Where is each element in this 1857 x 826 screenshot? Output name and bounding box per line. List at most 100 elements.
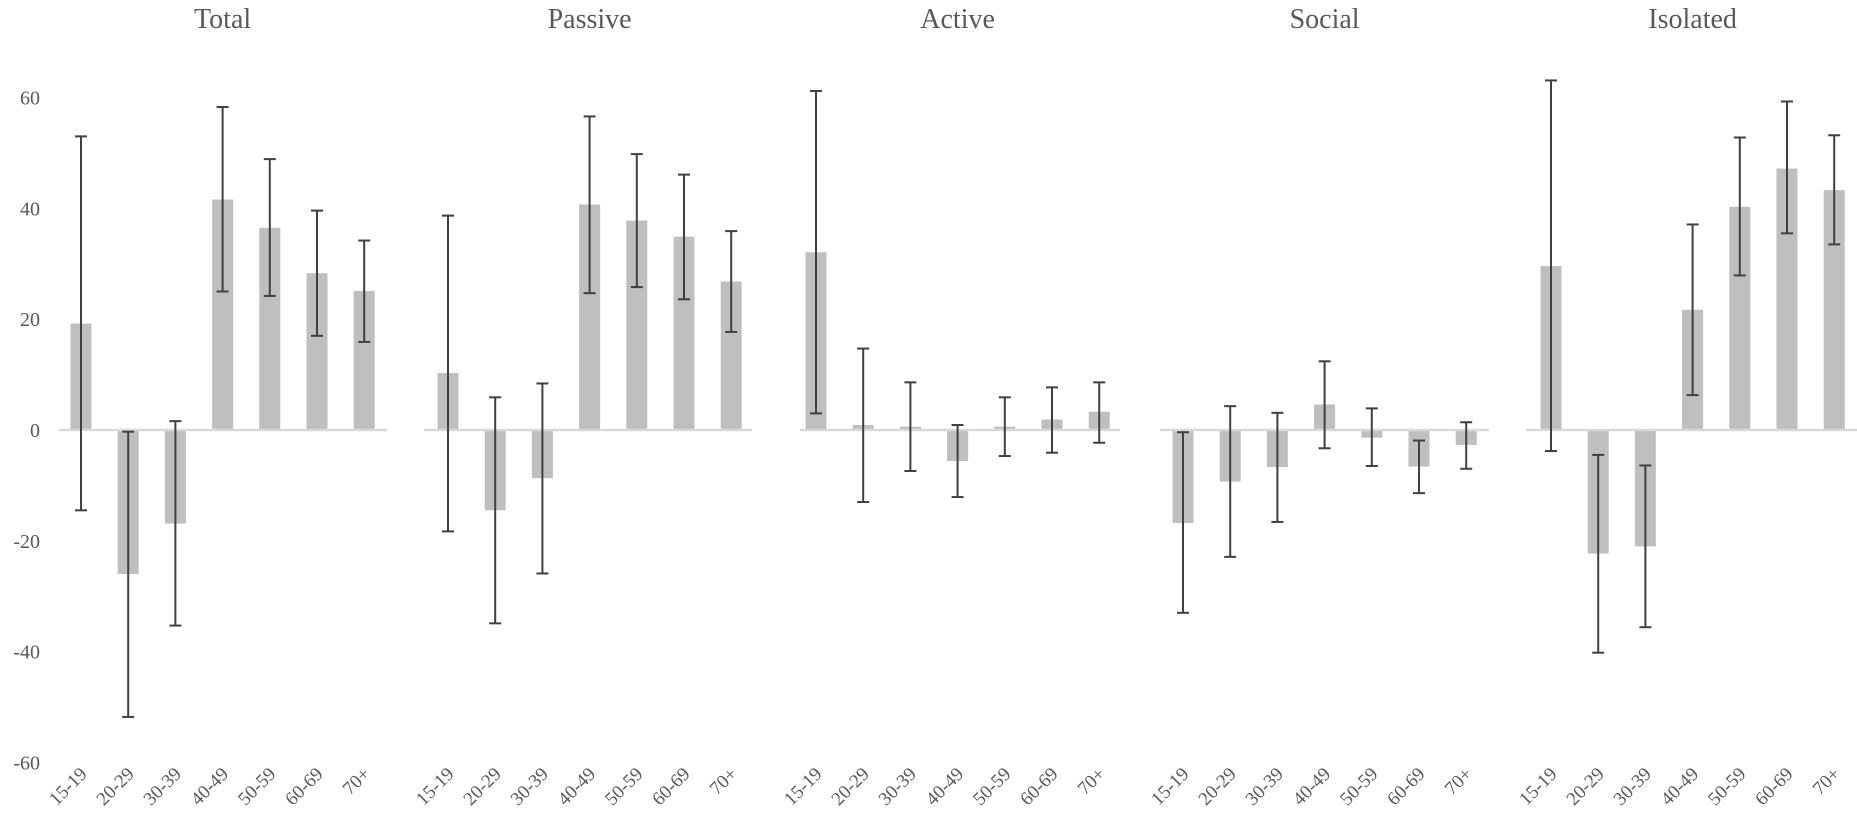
x-tick-label: 60-69 [1016,764,1062,810]
error-bar [1224,405,1237,558]
error-bar [630,153,643,289]
error-bar [75,135,87,512]
x-tick-label: 50-59 [234,764,280,810]
error-bar [583,115,596,295]
error-bar [216,106,229,293]
error-bar [1733,136,1746,277]
bar [212,199,234,430]
bar [673,236,695,430]
x-tick-label: 40-49 [922,764,968,810]
error-bar [1177,431,1189,614]
x-tick-label: 50-59 [1336,764,1382,810]
y-tick-label: 60 [20,88,40,110]
panel-total: Total 15-19 20-29 30-39 40-49 50-59 60-69 70+ [45,4,387,810]
panel-title: Active [920,4,995,35]
error-bar [358,239,371,343]
panel-isolated: Isolated 15-19 20-29 30-39 40-49 50-59 60-69 70… [1515,4,1857,810]
error-bar [1639,464,1652,629]
x-tick-label: 30-39 [875,764,921,810]
bar [579,204,601,430]
error-bar [169,420,182,627]
x-tick-label: 15-19 [412,764,458,810]
x-tick-label: 20-29 [1563,764,1609,810]
x-tick-label: 60-69 [1383,764,1429,810]
x-tick-label: 60-69 [648,764,694,810]
bar [626,220,648,430]
x-tick-label: 60-69 [1751,764,1797,810]
y-axis-tick-labels: 60 40 20 0 -20 -40 -60 [13,88,40,775]
x-tick-label: 60-69 [281,764,327,810]
x-tick-label: 40-49 [554,764,600,810]
panel-title: Social [1290,4,1360,35]
x-tick-label: 70+ [1441,764,1477,800]
panel-title: Isolated [1648,4,1737,35]
x-tick-label: 50-59 [601,764,647,810]
error-bar [1460,421,1473,470]
x-tick-label: 30-39 [1610,764,1656,810]
error-bar [678,173,690,301]
x-tick-label: 15-19 [1147,764,1193,810]
x-tick-label: 70+ [706,764,742,800]
error-bar [951,424,964,499]
error-bar [1592,453,1605,654]
bar [353,290,375,430]
y-tick-label: -60 [13,752,40,774]
error-bar [442,214,454,533]
x-tick-label: 50-59 [969,764,1015,810]
error-bar [810,89,822,415]
y-tick-label: 0 [30,420,40,442]
panel-passive: Passive 15-19 20-29 30-39 40-49 50-59 60-69 70+ [412,4,752,810]
error-bar [1365,407,1378,468]
error-bar [1318,360,1331,450]
x-tick-label: 40-49 [187,764,233,810]
error-bar [1093,381,1106,444]
bar [1823,190,1845,430]
bar [720,281,742,430]
error-bar [311,209,323,337]
error-bar [1781,100,1793,235]
x-tick-label: 30-39 [140,764,186,810]
x-tick-label: 20-29 [93,764,139,810]
y-tick-label: -20 [13,531,40,553]
bar [259,227,281,430]
error-bar [1046,386,1058,454]
x-tick-label: 15-19 [45,764,91,810]
bar [1729,206,1751,430]
error-bar [725,230,738,333]
error-bar [1271,411,1284,523]
y-tick-label: 40 [20,198,40,220]
x-tick-label: 50-59 [1704,764,1750,810]
x-tick-label: 20-29 [460,764,506,810]
panel-title: Passive [548,4,632,35]
y-tick-label: 20 [20,309,40,331]
x-tick-label: 40-49 [1657,764,1703,810]
panel-active: Active 15-19 20-29 30-39 40-49 50-59 60-69 70+ [780,4,1120,810]
x-tick-label: 15-19 [780,764,826,810]
error-bar [1828,134,1841,246]
error-bar [857,347,870,504]
x-tick-label: 70+ [1809,764,1845,800]
y-tick-label: -40 [13,642,40,664]
x-tick-label: 70+ [1074,764,1110,800]
error-bar [1545,79,1557,453]
x-tick-label: 30-39 [1242,764,1288,810]
error-bar [263,158,276,297]
x-tick-label: 30-39 [507,764,553,810]
error-bar [536,382,549,575]
error-bar [1686,223,1699,397]
error-bar [998,396,1011,458]
x-tick-label: 20-29 [828,764,874,810]
panel-social: Social 15-19 20-29 30-39 40-49 50-59 60-69 70+ [1147,4,1489,810]
x-tick-label: 40-49 [1289,764,1335,810]
error-bar [1413,439,1425,495]
x-tick-label: 15-19 [1515,764,1561,810]
error-bar [489,396,502,625]
bar [306,273,328,430]
error-bar [904,381,917,472]
error-bar [122,430,135,718]
panel-title: Total [194,4,251,35]
x-tick-label: 20-29 [1195,764,1241,810]
x-tick-label: 70+ [339,764,375,800]
